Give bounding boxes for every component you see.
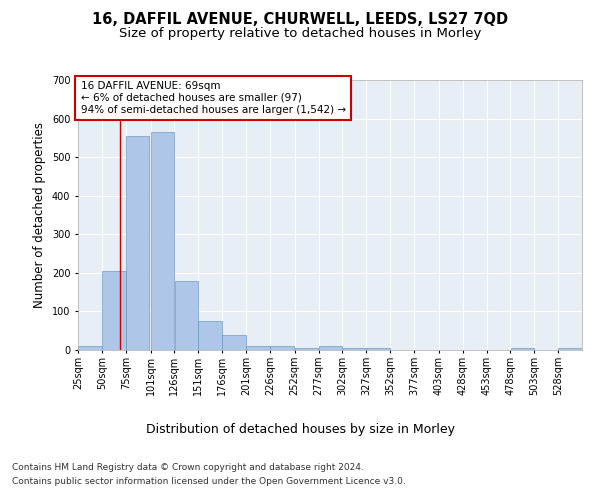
Bar [558,348,582,350]
Bar [246,346,270,350]
Bar [151,132,174,350]
Bar [511,348,534,350]
Bar [78,346,102,350]
Text: 16, DAFFIL AVENUE, CHURWELL, LEEDS, LS27 7QD: 16, DAFFIL AVENUE, CHURWELL, LEEDS, LS27… [92,12,508,28]
Text: Distribution of detached houses by size in Morley: Distribution of detached houses by size … [146,422,455,436]
Bar [343,348,366,350]
Bar [199,321,222,350]
Bar [222,334,246,350]
Y-axis label: Number of detached properties: Number of detached properties [34,122,46,308]
Bar [102,271,125,350]
Text: 16 DAFFIL AVENUE: 69sqm
← 6% of detached houses are smaller (97)
94% of semi-det: 16 DAFFIL AVENUE: 69sqm ← 6% of detached… [80,82,346,114]
Text: Size of property relative to detached houses in Morley: Size of property relative to detached ho… [119,28,481,40]
Bar [367,348,390,350]
Text: Contains HM Land Registry data © Crown copyright and database right 2024.: Contains HM Land Registry data © Crown c… [12,462,364,471]
Bar [270,346,293,350]
Bar [126,136,149,350]
Text: Contains public sector information licensed under the Open Government Licence v3: Contains public sector information licen… [12,478,406,486]
Bar [319,346,342,350]
Bar [295,348,319,350]
Bar [175,280,198,350]
